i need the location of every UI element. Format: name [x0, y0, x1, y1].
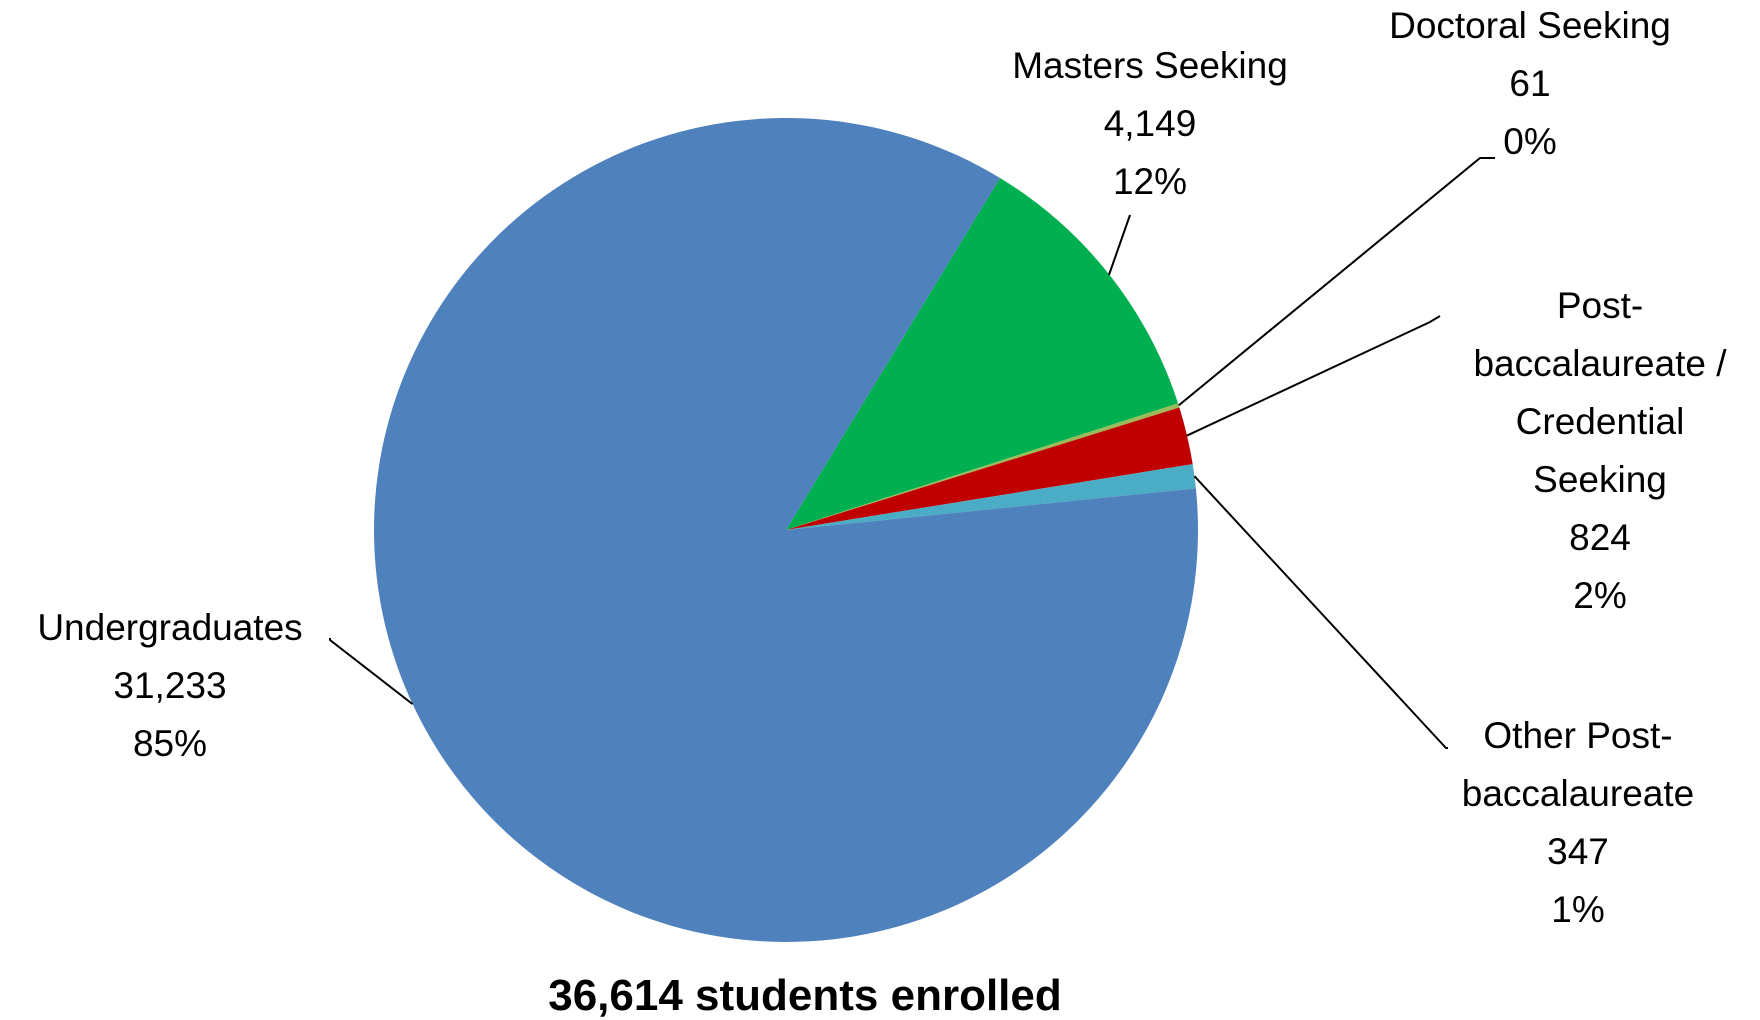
leader-line-2: [1178, 157, 1495, 407]
data-label-5: Undergraduates 31,233 85%: [37, 607, 302, 764]
data-label-2-line-3: 0%: [1503, 121, 1556, 162]
data-label-2-line-2: 61: [1509, 63, 1550, 104]
data-label-3-line-4: Seeking: [1533, 459, 1667, 500]
data-label-4-line-2: baccalaureate: [1462, 773, 1694, 814]
chart-title: 36,614 students enrolled: [548, 971, 1062, 1020]
leader-line-3: [1186, 315, 1441, 437]
data-label-5-line-3: 85%: [133, 723, 207, 764]
leader-line-1: [1108, 214, 1131, 276]
data-label-4-line-4: 1%: [1551, 889, 1604, 930]
data-label-3-line-3: Credential: [1516, 401, 1685, 442]
leader-line-4: [1193, 475, 1448, 749]
leader-line-5: [329, 638, 414, 705]
data-label-3-line-6: 2%: [1573, 575, 1626, 616]
data-label-2: Doctoral Seeking 61 0%: [1389, 5, 1671, 162]
data-labels: Masters Seeking 4,149 12% Doctoral Seeking 6…: [37, 5, 1727, 930]
pie-slice-5: [374, 117, 1198, 943]
pie-slice-4: [786, 464, 1196, 530]
data-label-1-line-1: Masters Seeking: [1012, 45, 1288, 86]
data-label-4: Other Post-baccalaureate 347 1%: [1462, 715, 1694, 930]
data-label-5-line-2: 31,233: [113, 665, 226, 706]
data-label-5-line-1: Undergraduates: [37, 607, 302, 648]
pie-slice-2: [786, 403, 1180, 530]
data-label-4-line-3: 347: [1547, 831, 1609, 872]
data-label-3: Post-baccalaureate / Credential Seeking 824…: [1473, 285, 1727, 616]
data-label-2-line-1: Doctoral Seeking: [1389, 5, 1671, 46]
data-label-3-line-2: baccalaureate /: [1473, 343, 1727, 384]
data-label-1-line-3: 12%: [1113, 161, 1187, 202]
data-label-4-line-1: Other Post-: [1483, 715, 1672, 756]
pie-slice-1: [786, 177, 1179, 531]
data-label-3-line-1: Post-: [1557, 285, 1643, 326]
leader-lines: [329, 157, 1495, 749]
data-label-1: Masters Seeking 4,149 12%: [1012, 45, 1288, 202]
data-label-1-line-2: 4,149: [1104, 103, 1197, 144]
pie-slice-3: [786, 407, 1193, 530]
data-label-3-line-5: 824: [1569, 517, 1631, 558]
pie-slices: [374, 117, 1198, 943]
